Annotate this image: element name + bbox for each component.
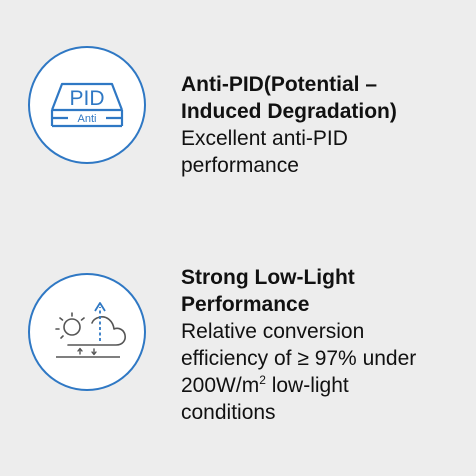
feature-anti-pid: PID Anti Anti-PID(Potential – Induced De… — [28, 46, 471, 179]
feature-low-light-desc-line-3-suffix: low-light — [265, 374, 349, 397]
feature-anti-pid-title: Anti-PID(Potential – Induced Degradation… — [181, 71, 471, 125]
sun-icon — [63, 318, 81, 336]
anti-pid-icon: PID Anti — [50, 82, 124, 128]
feature-anti-pid-text: Anti-PID(Potential – Induced Degradation… — [181, 71, 471, 179]
feature-low-light-desc-line-3-sup: 2 — [259, 373, 266, 387]
feature-low-light-desc-line-1: Relative conversion — [181, 320, 365, 343]
feature-low-light-text: Strong Low-Light Performance Relative co… — [181, 264, 471, 426]
feature-anti-pid-desc-line-2: performance — [181, 154, 299, 177]
anti-pid-icon-primary: PID — [69, 87, 104, 110]
feature-low-light-title: Strong Low-Light Performance — [181, 264, 471, 318]
feature-anti-pid-title-line-1: Anti-PID(Potential – — [181, 73, 378, 96]
feature-anti-pid-title-line-2: Induced Degradation) — [181, 100, 397, 123]
anti-pid-badge: PID Anti — [28, 46, 146, 164]
feature-low-light-title-line-1: Strong Low-Light — [181, 266, 355, 289]
feature-low-light-title-line-2: Performance — [181, 293, 310, 316]
anti-pid-icon-secondary: Anti — [78, 113, 97, 125]
cloud-icon — [67, 316, 126, 346]
low-light-badge — [28, 273, 146, 391]
feature-low-light-desc-line-4: conditions — [181, 401, 276, 424]
feature-low-light-desc-line-3-prefix: 200W/m — [181, 374, 260, 397]
feature-low-light-desc-line-2: efficiency of ≥ 97% under — [181, 347, 417, 370]
low-light-icon — [55, 302, 126, 358]
feature-low-light: Strong Low-Light Performance Relative co… — [0, 238, 476, 476]
feature-anti-pid-desc-line-1: Excellent anti-PID — [181, 127, 348, 150]
feature-anti-pid-description: Excellent anti-PID performance — [181, 125, 471, 179]
feature-low-light-description: Relative conversion efficiency of ≥ 97% … — [181, 318, 471, 426]
